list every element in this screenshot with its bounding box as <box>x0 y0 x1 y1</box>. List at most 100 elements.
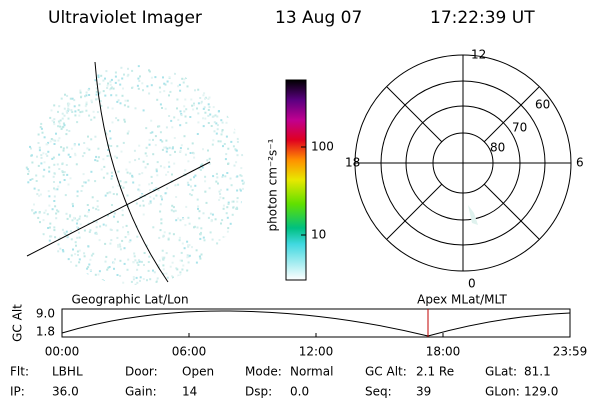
speckle <box>121 209 124 212</box>
field-label: IP: <box>10 385 25 399</box>
speckle <box>117 244 119 247</box>
speckle <box>88 114 91 117</box>
speckle <box>81 185 84 188</box>
speckle <box>70 147 73 150</box>
speckle <box>42 219 45 222</box>
speckle <box>87 211 90 213</box>
speckle <box>161 249 164 252</box>
aurora-patch <box>468 205 478 225</box>
speckle <box>207 149 209 152</box>
speckle <box>76 250 79 253</box>
speckle <box>51 157 54 160</box>
meridian <box>26 161 211 257</box>
speckle <box>63 114 66 117</box>
speckle <box>110 239 113 242</box>
speckle <box>167 171 170 173</box>
speckle <box>204 180 207 183</box>
speckle <box>152 189 155 192</box>
speckle <box>218 190 221 193</box>
speckle <box>81 110 84 113</box>
speckle <box>84 105 87 108</box>
speckle <box>224 158 227 161</box>
speckle <box>152 197 155 200</box>
speckle <box>192 108 195 111</box>
speckle <box>133 255 136 258</box>
speckle <box>97 209 100 211</box>
speckle <box>188 222 191 225</box>
speckle <box>66 173 69 176</box>
speckle <box>207 122 210 124</box>
speckle <box>83 255 86 258</box>
speckle <box>65 133 68 136</box>
speckle <box>220 222 222 225</box>
speckle <box>184 169 187 172</box>
speckle <box>136 281 139 284</box>
speckle <box>36 155 38 158</box>
speckle <box>236 197 239 200</box>
speckle <box>193 176 195 179</box>
speckle <box>199 168 202 171</box>
speckle <box>47 190 50 193</box>
speckle <box>145 127 148 130</box>
speckle <box>132 181 135 184</box>
speckle <box>53 181 55 183</box>
speckle <box>232 145 235 148</box>
field-label: Seq: <box>365 385 392 399</box>
speckle <box>117 119 120 122</box>
speckle <box>223 143 226 145</box>
speckle <box>136 235 139 238</box>
speckle <box>102 158 105 161</box>
speckle <box>232 200 235 203</box>
speckle <box>188 254 191 257</box>
speckle <box>200 100 203 103</box>
speckle <box>86 215 89 218</box>
speckle <box>75 244 77 247</box>
speckle <box>161 140 164 143</box>
speckle <box>61 228 64 231</box>
speckle <box>185 121 188 124</box>
speckle <box>51 208 54 211</box>
speckle <box>241 179 244 182</box>
speckle <box>164 192 167 195</box>
speckle <box>116 220 119 223</box>
speckle <box>86 147 89 150</box>
speckle <box>239 188 242 191</box>
speckle <box>96 205 99 208</box>
speckle <box>59 236 62 239</box>
speckle <box>162 264 165 267</box>
speckle <box>106 155 109 157</box>
speckle <box>95 98 98 101</box>
field-value: 81.1 <box>524 365 551 379</box>
speckle <box>105 132 107 135</box>
speckle <box>142 89 144 92</box>
speckle <box>94 159 97 162</box>
speckle <box>63 124 66 127</box>
lat-label: 80 <box>490 141 505 155</box>
speckle <box>159 131 162 134</box>
speckle <box>137 87 140 90</box>
speckle <box>130 280 133 283</box>
speckle <box>62 147 65 150</box>
speckle <box>128 161 131 164</box>
speckle <box>203 106 206 109</box>
speckle <box>90 254 93 257</box>
speckle <box>69 97 72 100</box>
speckle <box>232 206 235 209</box>
speckle <box>138 80 141 82</box>
speckle <box>64 93 66 96</box>
speckle <box>62 122 65 125</box>
speckle <box>160 196 163 199</box>
speckle <box>43 161 46 164</box>
speckle <box>231 226 234 229</box>
speckle <box>217 110 220 113</box>
speckle <box>126 194 129 197</box>
speckle <box>44 209 47 212</box>
speckle <box>186 256 189 259</box>
speckle <box>112 186 114 189</box>
speckle <box>183 247 186 250</box>
speckle <box>159 139 162 142</box>
speckle <box>174 209 177 212</box>
speckle <box>46 143 49 146</box>
speckle <box>193 102 195 105</box>
speckle <box>204 117 207 120</box>
